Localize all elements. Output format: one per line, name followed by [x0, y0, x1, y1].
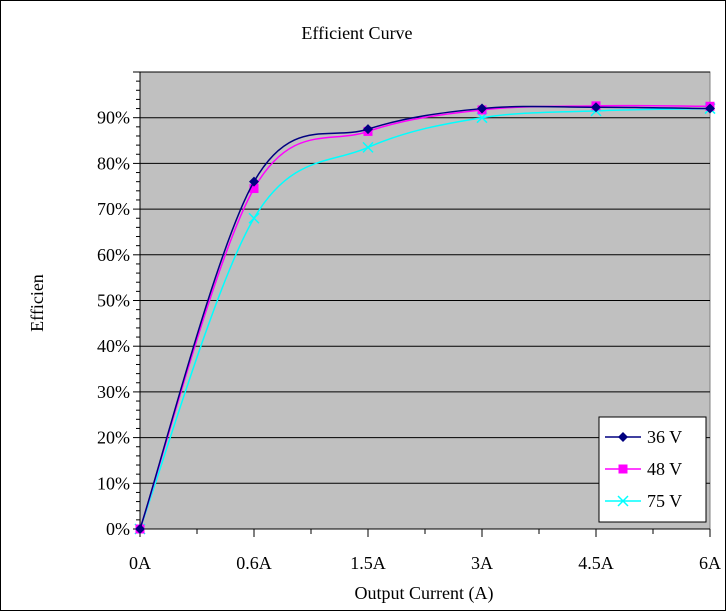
- data-point: [363, 124, 373, 135]
- data-point: [248, 212, 260, 224]
- data-point: [591, 102, 601, 113]
- x-tick-label: 0.6A: [236, 553, 272, 573]
- chart-title: Efficient Curve: [301, 23, 412, 43]
- series-group: [134, 101, 716, 535]
- x-marker-stroke: [617, 495, 629, 507]
- y-tick-label: 70%: [97, 199, 130, 219]
- x-tick-label: 6A: [699, 553, 721, 573]
- y-tick-label: 0%: [106, 519, 130, 539]
- y-tick-label: 60%: [97, 245, 130, 265]
- plot-area-group: 0% 10% 20% 30% 40% 50% 60% 70% 80% 90% 0A 0.6A 1.5A 3…: [97, 71, 721, 573]
- data-point: [362, 141, 374, 153]
- x-marker-stroke: [362, 141, 374, 153]
- x-tick-label: 0A: [129, 553, 151, 573]
- data-point: [249, 184, 259, 194]
- legend-label: 48 V: [647, 459, 682, 479]
- x-tick-label: 4.5A: [578, 553, 614, 573]
- y-tick-label: 90%: [97, 108, 130, 128]
- legend: 36 V 48 V 75 V: [598, 416, 707, 523]
- legend-marker: [617, 495, 629, 507]
- legend-marker: [618, 464, 628, 474]
- x-marker-stroke: [248, 212, 260, 224]
- data-point: [249, 176, 259, 187]
- legend-marker: [618, 432, 628, 442]
- y-tick-label: 10%: [97, 473, 130, 493]
- x-axis-label: Output Current (A): [355, 583, 494, 604]
- y-tick-label: 80%: [97, 153, 130, 173]
- y-tick-label: 30%: [97, 382, 130, 402]
- legend-label: 75 V: [647, 491, 682, 511]
- y-axis-label: Efficien: [27, 274, 47, 332]
- data-point: [705, 103, 715, 114]
- y-tick-label: 50%: [97, 291, 130, 311]
- y-tick-label: 20%: [97, 428, 130, 448]
- x-tick-label: 3A: [471, 553, 493, 573]
- data-point: [135, 524, 145, 534]
- data-point: [477, 103, 487, 114]
- legend-label: 36 V: [647, 427, 682, 447]
- y-tick-label: 40%: [97, 336, 130, 356]
- x-tick-label: 1.5A: [350, 553, 386, 573]
